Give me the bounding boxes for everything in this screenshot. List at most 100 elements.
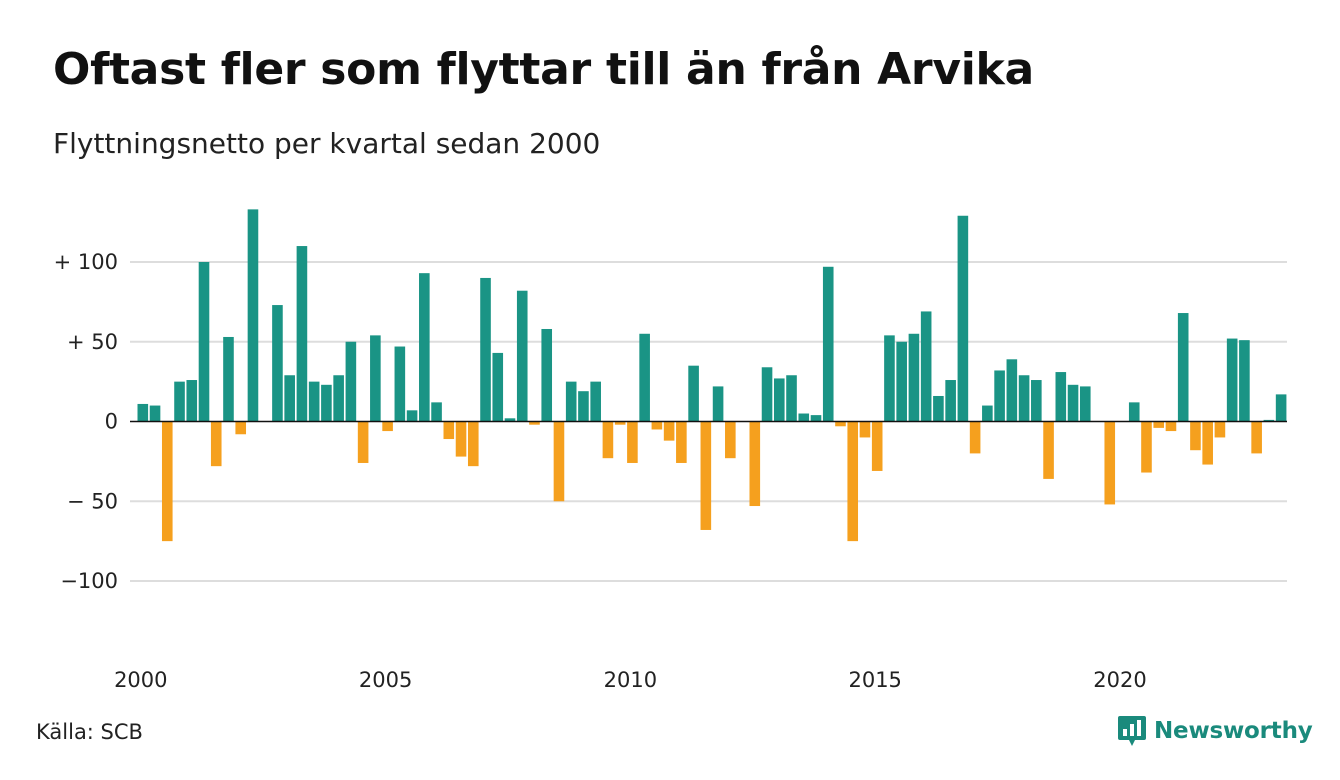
bar-2011-k2	[688, 365, 699, 422]
bar-chart: + 100 + 50 0 − 50 −100 2000 2005 2010 2015 2020	[54, 209, 1287, 692]
bar-2008-k4	[565, 381, 577, 422]
bar-2021-k4	[1202, 421, 1213, 465]
bar-2002-k4	[272, 305, 283, 422]
bar-2017-k2	[982, 405, 993, 422]
bar-2014-k3	[847, 421, 859, 542]
bar-2010-k2	[639, 333, 650, 422]
source-note: Källa: SCB	[36, 720, 143, 744]
bar-2021-k1	[1165, 421, 1177, 432]
x-tick-label: 2005	[359, 668, 412, 692]
bar-2006-k2	[443, 421, 455, 440]
bar-2018-k4	[1055, 372, 1067, 422]
bar-2016-k1	[920, 311, 932, 422]
bar-2004-k4	[370, 335, 381, 422]
bar-2018-k2	[1031, 380, 1042, 422]
bar-2010-k4	[663, 421, 675, 441]
bar-2021-k2	[1177, 313, 1189, 422]
y-axis-ticks: + 100 + 50 0 − 50 −100	[54, 250, 118, 593]
bar-2010-k3	[651, 421, 663, 430]
bar-2008-k2	[541, 328, 553, 422]
bar-2003-k1	[284, 375, 295, 422]
bar-2005-k4	[419, 273, 430, 422]
bar-2006-k1	[431, 402, 442, 422]
y-tick-label: −100	[60, 569, 118, 593]
bar-2011-k4	[712, 386, 724, 422]
bar-2013-k1	[773, 378, 785, 422]
bar-2020-k3	[1141, 421, 1152, 473]
bar-2022-k3	[1239, 340, 1250, 422]
bar-2017-k4	[1006, 359, 1018, 422]
bar-2009-k4	[614, 421, 626, 425]
bar-2013-k4	[810, 415, 822, 422]
bar-2013-k3	[798, 413, 810, 422]
bar-2005-k3	[406, 410, 418, 422]
x-tick-label: 2000	[114, 668, 167, 692]
bar-2003-k2	[296, 246, 308, 422]
bar-2020-k4	[1153, 421, 1165, 428]
bar-2012-k4	[761, 367, 773, 422]
bar-2011-k1	[676, 421, 687, 463]
bar-2007-k3	[504, 418, 516, 422]
bar-2017-k3	[994, 370, 1005, 422]
bar-2001-k1	[186, 380, 198, 422]
bar-2002-k2	[247, 209, 259, 422]
bar-2019-k1	[1067, 384, 1079, 422]
bar-2002-k1	[235, 421, 247, 435]
bar-2006-k4	[467, 421, 479, 467]
bar-2014-k2	[835, 421, 846, 427]
bar-2016-k2	[933, 395, 944, 422]
bars	[137, 209, 1287, 542]
bar-2009-k1	[578, 391, 589, 422]
bar-2009-k2	[590, 381, 601, 422]
bar-2011-k3	[700, 421, 712, 530]
chart-subtitle: Flyttningsnetto per kvartal sedan 2000	[53, 127, 601, 160]
bar-2000-k1	[137, 403, 149, 422]
bar-2017-k1	[969, 421, 981, 454]
bar-2016-k3	[945, 380, 956, 422]
bar-2001-k4	[223, 336, 234, 422]
bar-2015-k3	[896, 341, 907, 422]
y-tick-label: − 50	[67, 489, 118, 513]
bar-2022-k1	[1214, 421, 1226, 438]
bar-2015-k1	[871, 421, 883, 471]
bar-2020-k2	[1128, 402, 1140, 422]
bar-2016-k4	[957, 215, 969, 422]
bar-2012-k1	[725, 421, 736, 459]
bar-2022-k4	[1251, 421, 1262, 454]
bar-2023-k1	[1263, 419, 1275, 422]
y-tick-label: + 50	[67, 330, 118, 354]
bar-2000-k2	[149, 405, 161, 422]
bar-2019-k2	[1079, 386, 1091, 422]
newsworthy-logo: Newsworthy	[1117, 714, 1313, 748]
bar-2004-k2	[345, 341, 357, 422]
bar-2007-k4	[516, 290, 528, 422]
bar-2005-k2	[394, 346, 406, 422]
bar-2001-k2	[198, 262, 210, 422]
bar-2014-k1	[822, 266, 834, 422]
bar-2010-k1	[627, 421, 638, 463]
bar-2013-k2	[786, 375, 797, 422]
bar-2004-k1	[333, 375, 344, 422]
bar-2000-k3	[161, 421, 173, 542]
bar-2018-k3	[1043, 421, 1054, 479]
bar-2006-k3	[455, 421, 467, 457]
newsworthy-logo-icon	[1118, 716, 1146, 746]
bar-2021-k3	[1190, 421, 1201, 451]
bar-2009-k3	[602, 421, 614, 459]
bar-2014-k4	[859, 421, 871, 438]
bar-2008-k3	[553, 421, 565, 502]
bar-2000-k4	[174, 381, 185, 422]
x-axis-ticks: 2000 2005 2010 2015 2020	[114, 668, 1147, 692]
bar-2019-k4	[1104, 421, 1116, 505]
bar-2015-k2	[884, 335, 895, 422]
bar-2004-k3	[357, 421, 369, 463]
bar-2015-k4	[908, 333, 920, 422]
bar-2008-k1	[529, 421, 540, 425]
bar-2012-k3	[749, 421, 761, 507]
brand-name: Newsworthy	[1154, 718, 1313, 744]
x-tick-label: 2010	[604, 668, 657, 692]
bar-2022-k2	[1226, 338, 1238, 422]
y-tick-label: 0	[105, 410, 118, 434]
bar-2003-k3	[308, 381, 320, 422]
bar-2018-k1	[1018, 375, 1030, 422]
